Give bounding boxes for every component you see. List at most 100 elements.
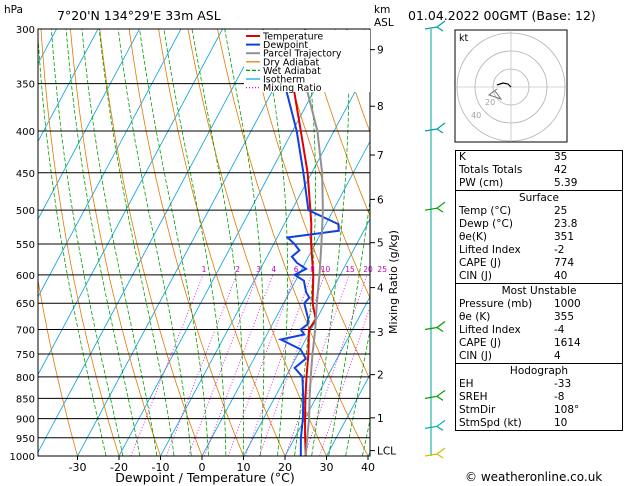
most-unstable-title: Most Unstable	[456, 283, 622, 298]
hodo-eh: EH -33	[459, 378, 572, 390]
legend-box	[244, 30, 370, 92]
wind-barb	[424, 389, 446, 401]
legend-entry: Isotherm	[263, 75, 305, 86]
mixing-ratio-label: 6	[294, 265, 299, 274]
wet-adiabat-line	[261, 29, 289, 456]
series-dewpoint	[277, 62, 340, 456]
surface-title: Surface	[456, 190, 622, 205]
legend-entry: Parcel Trajectory	[263, 49, 342, 60]
dry-adiabat-line	[187, 29, 327, 456]
dry-adiabat-line	[275, 29, 370, 300]
mixing-ratio-label: 10	[321, 265, 331, 274]
legend-entry: Temperature	[262, 32, 323, 43]
height-tick-label: 8	[377, 101, 384, 113]
x-tick-label: 0	[199, 461, 206, 474]
mu-pressure: Pressure (mb) 1000	[459, 298, 581, 310]
datetime-title: 01.04.2022 00GMT (Base: 12)	[408, 8, 596, 23]
pressure-tick-label: 450	[16, 169, 35, 180]
x-tick-label: 40	[361, 461, 375, 474]
pressure-tick-label: 600	[16, 271, 35, 282]
wet-adiabat-line	[50, 29, 124, 456]
pressure-tick-label: 1000	[10, 452, 35, 463]
height-tick-label: 5	[377, 238, 384, 250]
legend-entry: Dry Adiabat	[263, 57, 320, 68]
mixing-ratio-label: 2	[235, 265, 240, 274]
pressure-tick-label: 900	[16, 415, 35, 426]
mixing-ratio-line	[319, 306, 370, 456]
mixing-ratio-axis-label: Mixing Ratio (g/kg)	[387, 230, 400, 334]
pressure-tick-label: 850	[16, 394, 35, 405]
isotherm-line	[38, 29, 140, 220]
hodograph-storm-motion	[487, 88, 503, 100]
isotherm-line	[284, 296, 370, 456]
plot-area	[38, 29, 370, 456]
mixing-ratio-label: 3	[256, 265, 261, 274]
isotherm-line	[201, 140, 370, 456]
legend-entry: Mixing Ratio	[263, 83, 322, 94]
stat-totals: Totals Totals 42	[459, 164, 568, 176]
wet-adiabat-line	[81, 29, 158, 456]
surface-theta: θe(K) 351	[459, 231, 575, 243]
isotherm-line	[326, 373, 370, 456]
x-tick-label: 30	[320, 461, 334, 474]
height-tick-label: 3	[377, 327, 384, 339]
wet-adiabat-line	[224, 29, 265, 456]
isotherm-line	[38, 29, 99, 143]
wet-adiabat-line	[311, 29, 350, 456]
wet-adiabat-line	[65, 29, 141, 456]
isotherm-line	[243, 218, 370, 456]
hodograph-unit-label: kt	[459, 33, 469, 44]
mixing-ratio-line	[259, 274, 325, 456]
legend-entry: Wet Adiabat	[263, 66, 321, 77]
wind-barb	[424, 20, 446, 32]
height-unit: km	[374, 4, 390, 16]
height-unit-asl: ASL	[374, 17, 394, 29]
hodograph-ring-label: 40	[471, 111, 481, 120]
dry-adiabat-line	[99, 29, 203, 456]
wet-adiabat-line	[328, 197, 370, 456]
hodo-stmspd: StmSpd (kt) 10	[459, 417, 568, 429]
dry-adiabat-line	[305, 29, 370, 217]
x-axis-label: Dewpoint / Temperature (°C)	[115, 470, 294, 485]
mixing-ratio-line	[188, 274, 258, 456]
wind-barb	[424, 321, 446, 333]
pressure-tick-label: 500	[16, 206, 35, 217]
x-tick-label: -30	[69, 461, 87, 474]
dry-adiabat-line	[38, 277, 78, 456]
pressure-tick-label: 300	[16, 25, 35, 36]
height-tick-label: 1	[377, 413, 384, 425]
surface-cape: CAPE (J) 774	[459, 257, 575, 269]
surface-temp: Temp (°C) 25	[459, 205, 568, 217]
wet-adiabat-line	[163, 29, 227, 456]
isotherm-line	[38, 29, 182, 298]
x-tick-label: 10	[237, 461, 251, 474]
wind-barb	[424, 419, 446, 431]
height-tick-label: LCL	[377, 446, 396, 458]
pressure-tick-label: 800	[16, 373, 35, 384]
mixing-ratio-label: 8	[310, 265, 315, 274]
wet-adiabat-line	[139, 29, 209, 456]
mu-theta: θe (K) 355	[459, 311, 575, 323]
hodograph-title: Hodograph	[456, 363, 622, 378]
mixing-ratio-label: 4	[271, 265, 276, 274]
wind-barb	[424, 122, 446, 134]
surface-li: Lifted Index -2	[459, 244, 565, 256]
mixing-ratio-label: 15	[345, 265, 355, 274]
dry-adiabat-line	[246, 29, 370, 381]
wet-adiabat-line	[361, 418, 370, 456]
legend-entry: Dewpoint	[263, 40, 308, 51]
dry-adiabat-line	[158, 29, 286, 456]
isotherm-line	[38, 29, 223, 376]
surface-dewp: Dewp (°C) 23.8	[459, 218, 578, 230]
mixing-ratio-label: 1	[202, 265, 207, 274]
pressure-tick-label: 400	[16, 127, 35, 138]
mu-cape: CAPE (J) 1614	[459, 337, 581, 349]
mixing-ratio-label: 20	[363, 265, 373, 274]
pressure-tick-label: 700	[16, 326, 35, 337]
surface-cin: CIN (J) 40	[459, 270, 568, 282]
mu-li: Lifted Index -4	[459, 324, 565, 336]
pressure-tick-label: 550	[16, 240, 35, 251]
hodo-stmdir: StmDir 108°	[459, 404, 580, 416]
height-tick-label: 9	[377, 45, 384, 57]
wet-adiabat-line	[191, 29, 245, 456]
